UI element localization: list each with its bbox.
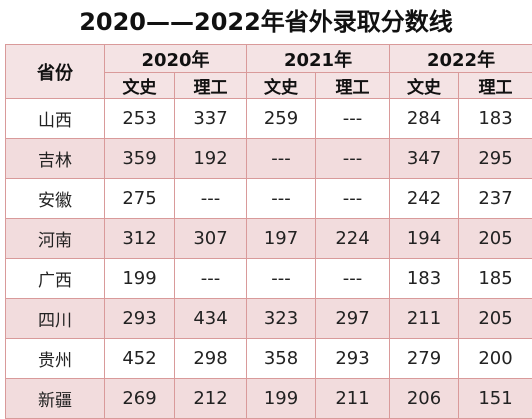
province-cell: 四川	[6, 299, 105, 339]
score-cell: 205	[459, 299, 532, 339]
subject-header: 理工	[316, 73, 390, 99]
score-cell: 199	[247, 379, 316, 419]
score-table: 省份 2020年 2021年 2022年 文史 理工 文史 理工 文史 理工 山…	[5, 44, 532, 419]
score-cell: 199	[105, 259, 175, 299]
score-cell: ---	[175, 179, 247, 219]
score-cell: 298	[175, 339, 247, 379]
score-cell: 224	[316, 219, 390, 259]
score-cell: ---	[247, 139, 316, 179]
score-cell: 194	[390, 219, 459, 259]
header-row-years: 省份 2020年 2021年 2022年	[6, 45, 532, 73]
year-header: 2020年	[105, 45, 247, 73]
score-cell: 237	[459, 179, 532, 219]
score-cell: 183	[390, 259, 459, 299]
score-cell: 293	[316, 339, 390, 379]
score-cell: 323	[247, 299, 316, 339]
score-cell: 197	[247, 219, 316, 259]
subject-header: 理工	[459, 73, 532, 99]
score-cell: 358	[247, 339, 316, 379]
score-cell: 185	[459, 259, 532, 299]
score-cell: 192	[175, 139, 247, 179]
score-cell: 312	[105, 219, 175, 259]
subject-header: 理工	[175, 73, 247, 99]
score-cell: ---	[316, 179, 390, 219]
score-cell: 183	[459, 99, 532, 139]
score-cell: 212	[175, 379, 247, 419]
score-cell: 205	[459, 219, 532, 259]
score-cell: 206	[390, 379, 459, 419]
province-cell: 新疆	[6, 379, 105, 419]
subject-header: 文史	[105, 73, 175, 99]
score-cell: ---	[316, 139, 390, 179]
province-header: 省份	[6, 45, 105, 99]
province-cell: 吉林	[6, 139, 105, 179]
province-cell: 山西	[6, 99, 105, 139]
score-cell: 275	[105, 179, 175, 219]
page-title: 2020——2022年省外录取分数线	[0, 0, 532, 44]
score-cell: 259	[247, 99, 316, 139]
score-cell: ---	[316, 259, 390, 299]
score-cell: 295	[459, 139, 532, 179]
score-cell: 284	[390, 99, 459, 139]
year-header: 2021年	[247, 45, 390, 73]
score-cell: 200	[459, 339, 532, 379]
score-cell: 347	[390, 139, 459, 179]
score-cell: 452	[105, 339, 175, 379]
subject-header: 文史	[390, 73, 459, 99]
score-cell: 211	[316, 379, 390, 419]
score-cell: 434	[175, 299, 247, 339]
score-cell: 359	[105, 139, 175, 179]
score-cell: 293	[105, 299, 175, 339]
score-cell: 253	[105, 99, 175, 139]
province-cell: 河南	[6, 219, 105, 259]
score-cell: 279	[390, 339, 459, 379]
score-cell: 242	[390, 179, 459, 219]
score-cell: 337	[175, 99, 247, 139]
score-cell: ---	[247, 179, 316, 219]
subject-header: 文史	[247, 73, 316, 99]
score-cell: 297	[316, 299, 390, 339]
year-header: 2022年	[390, 45, 532, 73]
score-cell: 151	[459, 379, 532, 419]
score-cell: ---	[316, 99, 390, 139]
score-cell: ---	[247, 259, 316, 299]
score-cell: ---	[175, 259, 247, 299]
score-cell: 269	[105, 379, 175, 419]
score-cell: 211	[390, 299, 459, 339]
province-cell: 安徽	[6, 179, 105, 219]
score-cell: 307	[175, 219, 247, 259]
province-cell: 广西	[6, 259, 105, 299]
province-cell: 贵州	[6, 339, 105, 379]
